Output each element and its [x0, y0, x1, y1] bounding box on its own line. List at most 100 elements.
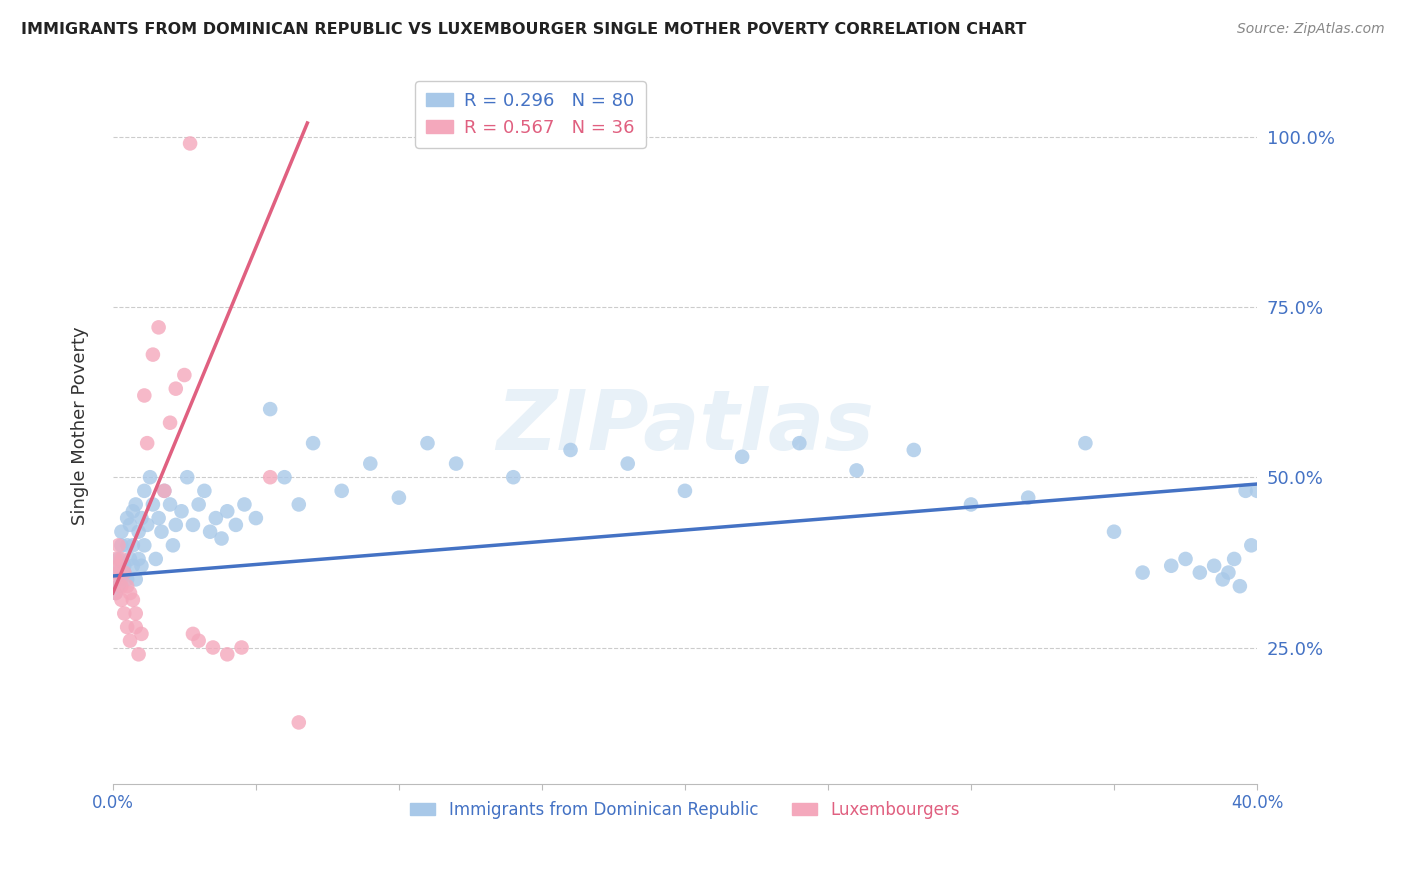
Point: [104, 586, 127, 600]
Point: [134, 388, 156, 402]
Point: [225, 517, 247, 532]
Point: [179, 136, 201, 151]
Point: [288, 715, 311, 730]
Point: [205, 511, 228, 525]
Point: [125, 607, 148, 621]
Point: [1102, 524, 1125, 539]
Point: [128, 524, 150, 539]
Point: [616, 457, 638, 471]
Point: [110, 552, 132, 566]
Point: [115, 573, 138, 587]
Point: [118, 552, 141, 566]
Point: [1188, 566, 1211, 580]
Point: [187, 633, 209, 648]
Point: [502, 470, 524, 484]
Point: [150, 524, 173, 539]
Point: [1240, 538, 1263, 552]
Point: [1160, 558, 1182, 573]
Point: [789, 436, 811, 450]
Point: [233, 498, 256, 512]
Point: [107, 552, 129, 566]
Point: [165, 517, 187, 532]
Point: [416, 436, 439, 450]
Point: [142, 348, 165, 362]
Point: [330, 483, 353, 498]
Point: [110, 592, 132, 607]
Point: [107, 566, 129, 580]
Point: [181, 627, 204, 641]
Point: [122, 558, 145, 573]
Point: [159, 416, 181, 430]
Point: [112, 566, 135, 580]
Point: [107, 538, 129, 552]
Point: [444, 457, 467, 471]
Point: [122, 592, 145, 607]
Text: IMMIGRANTS FROM DOMINICAN REPUBLIC VS LUXEMBOURGER SINGLE MOTHER POVERTY CORRELA: IMMIGRANTS FROM DOMINICAN REPUBLIC VS LU…: [21, 22, 1026, 37]
Point: [125, 573, 148, 587]
Point: [125, 498, 148, 512]
Point: [139, 470, 162, 484]
Point: [118, 517, 141, 532]
Text: Source: ZipAtlas.com: Source: ZipAtlas.com: [1237, 22, 1385, 37]
Point: [1074, 436, 1097, 450]
Point: [131, 627, 153, 641]
Point: [148, 511, 170, 525]
Point: [302, 436, 325, 450]
Point: [136, 517, 159, 532]
Point: [131, 511, 153, 525]
Point: [110, 524, 132, 539]
Point: [217, 648, 239, 662]
Point: [1229, 579, 1251, 593]
Point: [1246, 483, 1268, 498]
Point: [118, 633, 141, 648]
Point: [211, 532, 233, 546]
Point: [1017, 491, 1039, 505]
Point: [136, 436, 159, 450]
Point: [110, 573, 132, 587]
Point: [187, 498, 209, 512]
Point: [259, 402, 281, 417]
Point: [170, 504, 193, 518]
Point: [165, 382, 187, 396]
Point: [128, 648, 150, 662]
Legend: Immigrants from Dominican Republic, Luxembourgers: Immigrants from Dominican Republic, Luxe…: [404, 794, 966, 825]
Point: [104, 566, 127, 580]
Y-axis label: Single Mother Poverty: Single Mother Poverty: [72, 326, 89, 525]
Point: [845, 463, 868, 477]
Point: [118, 586, 141, 600]
Point: [115, 538, 138, 552]
Point: [148, 320, 170, 334]
Point: [176, 470, 198, 484]
Point: [115, 620, 138, 634]
Point: [259, 470, 281, 484]
Point: [159, 498, 181, 512]
Point: [198, 524, 221, 539]
Point: [122, 538, 145, 552]
Point: [107, 558, 129, 573]
Point: [1218, 566, 1240, 580]
Point: [560, 442, 582, 457]
Point: [134, 483, 156, 498]
Point: [388, 491, 411, 505]
Point: [181, 517, 204, 532]
Point: [1212, 573, 1234, 587]
Point: [201, 640, 224, 655]
Point: [104, 552, 127, 566]
Point: [142, 498, 165, 512]
Point: [115, 579, 138, 593]
Point: [231, 640, 253, 655]
Point: [1234, 483, 1257, 498]
Point: [110, 579, 132, 593]
Point: [112, 607, 135, 621]
Point: [903, 442, 925, 457]
Point: [115, 511, 138, 525]
Text: ZIPatlas: ZIPatlas: [496, 385, 875, 467]
Point: [104, 586, 127, 600]
Point: [134, 538, 156, 552]
Point: [107, 579, 129, 593]
Point: [112, 566, 135, 580]
Point: [193, 483, 215, 498]
Point: [162, 538, 184, 552]
Point: [1174, 552, 1197, 566]
Point: [245, 511, 267, 525]
